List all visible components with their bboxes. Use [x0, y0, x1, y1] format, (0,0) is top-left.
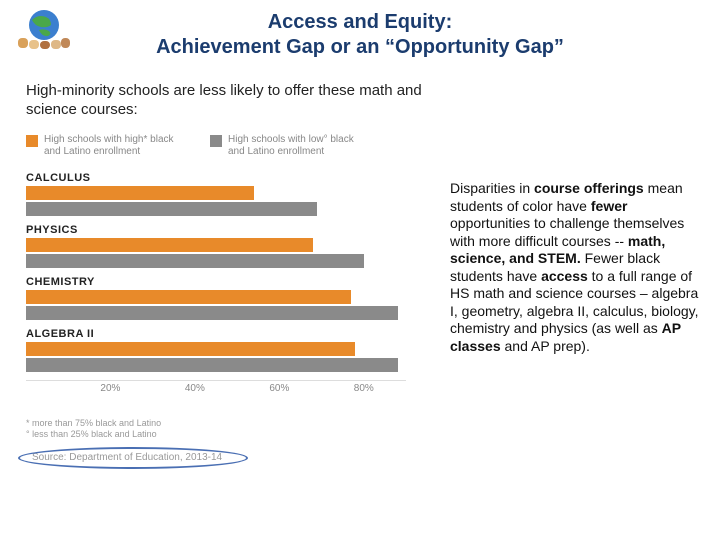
- bar-row: [26, 342, 406, 356]
- chart-region: High-minority schools are less likely to…: [26, 82, 436, 465]
- chart-heading: High-minority schools are less likely to…: [26, 82, 436, 120]
- body-paragraph: Disparities in course offerings mean stu…: [450, 180, 702, 355]
- bar-low: [26, 306, 398, 320]
- bar-row: [26, 254, 406, 268]
- x-tick: 40%: [185, 383, 205, 394]
- x-axis: 20% 40% 60% 80%: [26, 380, 406, 400]
- bar-row: [26, 290, 406, 304]
- legend-swatch-low: [210, 135, 222, 147]
- footnote-2: ° less than 25% black and Latino: [26, 429, 436, 441]
- category-group: PHYSICS: [26, 224, 406, 268]
- footnote-1: * more than 75% black and Latino: [26, 418, 436, 430]
- legend-item-high: High schools with high* black and Latino…: [26, 134, 184, 158]
- bar-high: [26, 186, 254, 200]
- title-line-2: Achievement Gap or an “Opportunity Gap”: [0, 35, 720, 60]
- bar-plot: CALCULUS PHYSICS CHEMISTRY ALGEBRA II: [26, 172, 406, 372]
- legend-label-high: High schools with high* black and Latino…: [44, 134, 184, 158]
- x-tick: 20%: [100, 383, 120, 394]
- bar-high: [26, 342, 355, 356]
- title-line-1: Access and Equity:: [0, 10, 720, 35]
- x-tick: 80%: [354, 383, 374, 394]
- chart-source: Source: Department of Education, 2013-14: [26, 451, 228, 464]
- category-group: CHEMISTRY: [26, 276, 406, 320]
- bar-row: [26, 238, 406, 252]
- bar-low: [26, 358, 398, 372]
- legend-swatch-high: [26, 135, 38, 147]
- legend-item-low: High schools with low° black and Latino …: [210, 134, 368, 158]
- category-group: ALGEBRA II: [26, 328, 406, 372]
- category-label: PHYSICS: [26, 224, 406, 236]
- bar-row: [26, 358, 406, 372]
- category-label: CHEMISTRY: [26, 276, 406, 288]
- bar-row: [26, 186, 406, 200]
- bar-row: [26, 202, 406, 216]
- bar-low: [26, 202, 317, 216]
- globe-hands-logo: [14, 8, 74, 50]
- category-label: ALGEBRA II: [26, 328, 406, 340]
- category-label: CALCULUS: [26, 172, 406, 184]
- bar-high: [26, 238, 313, 252]
- bar-low: [26, 254, 364, 268]
- slide-title: Access and Equity: Achievement Gap or an…: [0, 0, 720, 60]
- bar-high: [26, 290, 351, 304]
- legend-label-low: High schools with low° black and Latino …: [228, 134, 368, 158]
- chart-legend: High schools with high* black and Latino…: [26, 134, 436, 158]
- source-text: Source: Department of Education, 2013-14: [26, 451, 228, 464]
- category-group: CALCULUS: [26, 172, 406, 216]
- chart-footnotes: * more than 75% black and Latino ° less …: [26, 418, 436, 441]
- x-tick: 60%: [269, 383, 289, 394]
- bar-row: [26, 306, 406, 320]
